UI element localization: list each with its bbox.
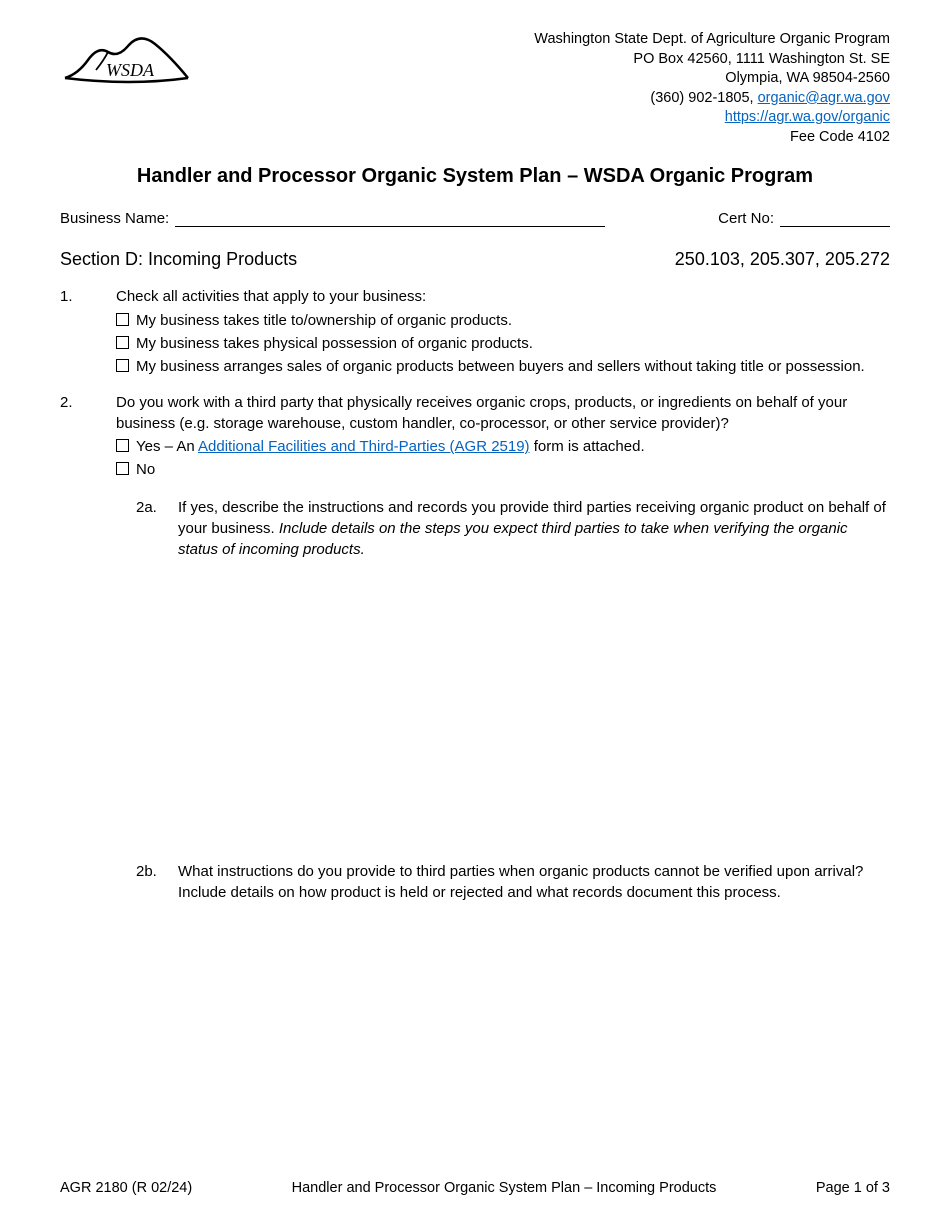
q2-yes-suffix: form is attached. — [530, 438, 645, 455]
question-1: 1. Check all activities that apply to yo… — [60, 286, 890, 377]
business-name-input[interactable] — [175, 212, 605, 227]
q1-text: Check all activities that apply to your … — [116, 286, 890, 307]
q2-no-label: No — [136, 459, 155, 480]
q1-opt-0: My business takes title to/ownership of … — [116, 310, 890, 331]
field-row: Business Name: Cert No: — [60, 210, 890, 227]
header-contact: Washington State Dept. of Agriculture Or… — [534, 30, 890, 147]
q2-yes-prefix: Yes – An — [136, 438, 198, 455]
footer-center: Handler and Processor Organic System Pla… — [292, 1180, 717, 1196]
business-name-field: Business Name: — [60, 210, 605, 227]
q1-body: Check all activities that apply to your … — [116, 286, 890, 377]
q2-body: Do you work with a third party that phys… — [116, 392, 890, 904]
q2-yes-link[interactable]: Additional Facilities and Third-Parties … — [198, 438, 530, 455]
section-refs: 250.103, 205.307, 205.272 — [675, 249, 890, 270]
q1-opt-2-label: My business arranges sales of organic pr… — [136, 356, 865, 377]
q2-no: No — [116, 459, 890, 480]
cert-no-input[interactable] — [780, 212, 890, 227]
q2a-number: 2a. — [136, 497, 178, 561]
q2-text: Do you work with a third party that phys… — [116, 392, 890, 435]
checkbox-icon[interactable] — [116, 336, 129, 349]
q1-opt-0-label: My business takes title to/ownership of … — [136, 310, 512, 331]
cert-no-label: Cert No: — [718, 210, 774, 227]
svg-text:WSDA: WSDA — [106, 60, 155, 80]
header-phone: (360) 902-1805, — [650, 90, 757, 106]
checkbox-icon[interactable] — [116, 462, 129, 475]
q1-opt-1-label: My business takes physical possession of… — [136, 333, 533, 354]
checkbox-icon[interactable] — [116, 359, 129, 372]
cert-no-field: Cert No: — [718, 210, 890, 227]
q2-number: 2. — [60, 392, 116, 904]
question-2: 2. Do you work with a third party that p… — [60, 392, 890, 904]
header-org: Washington State Dept. of Agriculture Or… — [534, 30, 890, 50]
q2-yes-label: Yes – An Additional Facilities and Third… — [136, 436, 645, 457]
page-footer: AGR 2180 (R 02/24) Handler and Processor… — [60, 1180, 890, 1196]
header-row: WSDA Washington State Dept. of Agricultu… — [60, 30, 890, 147]
header-phone-line: (360) 902-1805, organic@agr.wa.gov — [534, 89, 890, 109]
header-fee: Fee Code 4102 — [534, 128, 890, 148]
q1-opt-1: My business takes physical possession of… — [116, 333, 890, 354]
q1-opt-2: My business arranges sales of organic pr… — [116, 356, 890, 377]
header-email-link[interactable]: organic@agr.wa.gov — [758, 90, 890, 106]
checkbox-icon[interactable] — [116, 439, 129, 452]
header-url-link[interactable]: https://agr.wa.gov/organic — [725, 109, 890, 125]
document-title: Handler and Processor Organic System Pla… — [60, 165, 890, 188]
question-list: 1. Check all activities that apply to yo… — [60, 286, 890, 903]
question-2b: 2b. What instructions do you provide to … — [116, 861, 890, 904]
q2a-italic: Include details on the steps you expect … — [178, 520, 848, 558]
wsda-logo: WSDA — [60, 30, 195, 100]
footer-right: Page 1 of 3 — [816, 1180, 890, 1196]
q2-yes: Yes – An Additional Facilities and Third… — [116, 436, 890, 457]
question-2a: 2a. If yes, describe the instructions an… — [116, 497, 890, 561]
q2b-number: 2b. — [136, 861, 178, 904]
section-header: Section D: Incoming Products 250.103, 20… — [60, 249, 890, 270]
section-title: Section D: Incoming Products — [60, 249, 297, 270]
q1-number: 1. — [60, 286, 116, 377]
header-pobox: PO Box 42560, 1111 Washington St. SE — [534, 50, 890, 70]
checkbox-icon[interactable] — [116, 313, 129, 326]
footer-left: AGR 2180 (R 02/24) — [60, 1180, 192, 1196]
business-name-label: Business Name: — [60, 210, 169, 227]
q2a-body: If yes, describe the instructions and re… — [178, 497, 890, 561]
header-city: Olympia, WA 98504-2560 — [534, 69, 890, 89]
q2b-text: What instructions do you provide to thir… — [178, 861, 890, 904]
